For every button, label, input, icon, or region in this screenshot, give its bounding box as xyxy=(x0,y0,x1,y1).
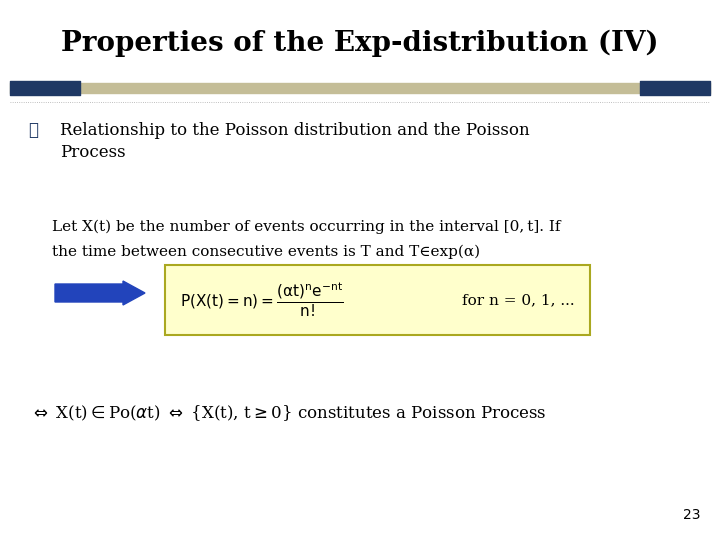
Text: for n = 0, 1, ...: for n = 0, 1, ... xyxy=(462,293,575,307)
FancyBboxPatch shape xyxy=(165,265,590,335)
Text: 23: 23 xyxy=(683,508,700,522)
Text: the time between consecutive events is T and T∈exp(α): the time between consecutive events is T… xyxy=(52,245,480,259)
Text: Let X(t) be the number of events occurring in the interval [0, t]. If: Let X(t) be the number of events occurri… xyxy=(52,220,560,234)
Text: Relationship to the Poisson distribution and the Poisson: Relationship to the Poisson distribution… xyxy=(60,122,530,139)
Text: $\Leftrightarrow$ X(t)$\in$Po($\alpha$t) $\Leftrightarrow$ {X(t), t$\geq$0} cons: $\Leftrightarrow$ X(t)$\in$Po($\alpha$t)… xyxy=(30,403,546,423)
Text: Process: Process xyxy=(60,144,125,161)
Text: Properties of the Exp-distribution (IV): Properties of the Exp-distribution (IV) xyxy=(61,30,659,57)
FancyArrow shape xyxy=(55,281,145,305)
Text: ❖: ❖ xyxy=(28,122,38,139)
Text: $\mathrm{P(X(t) = n) = \dfrac{(\alpha t)^n e^{-nt}}{n!}}$: $\mathrm{P(X(t) = n) = \dfrac{(\alpha t)… xyxy=(180,281,343,319)
